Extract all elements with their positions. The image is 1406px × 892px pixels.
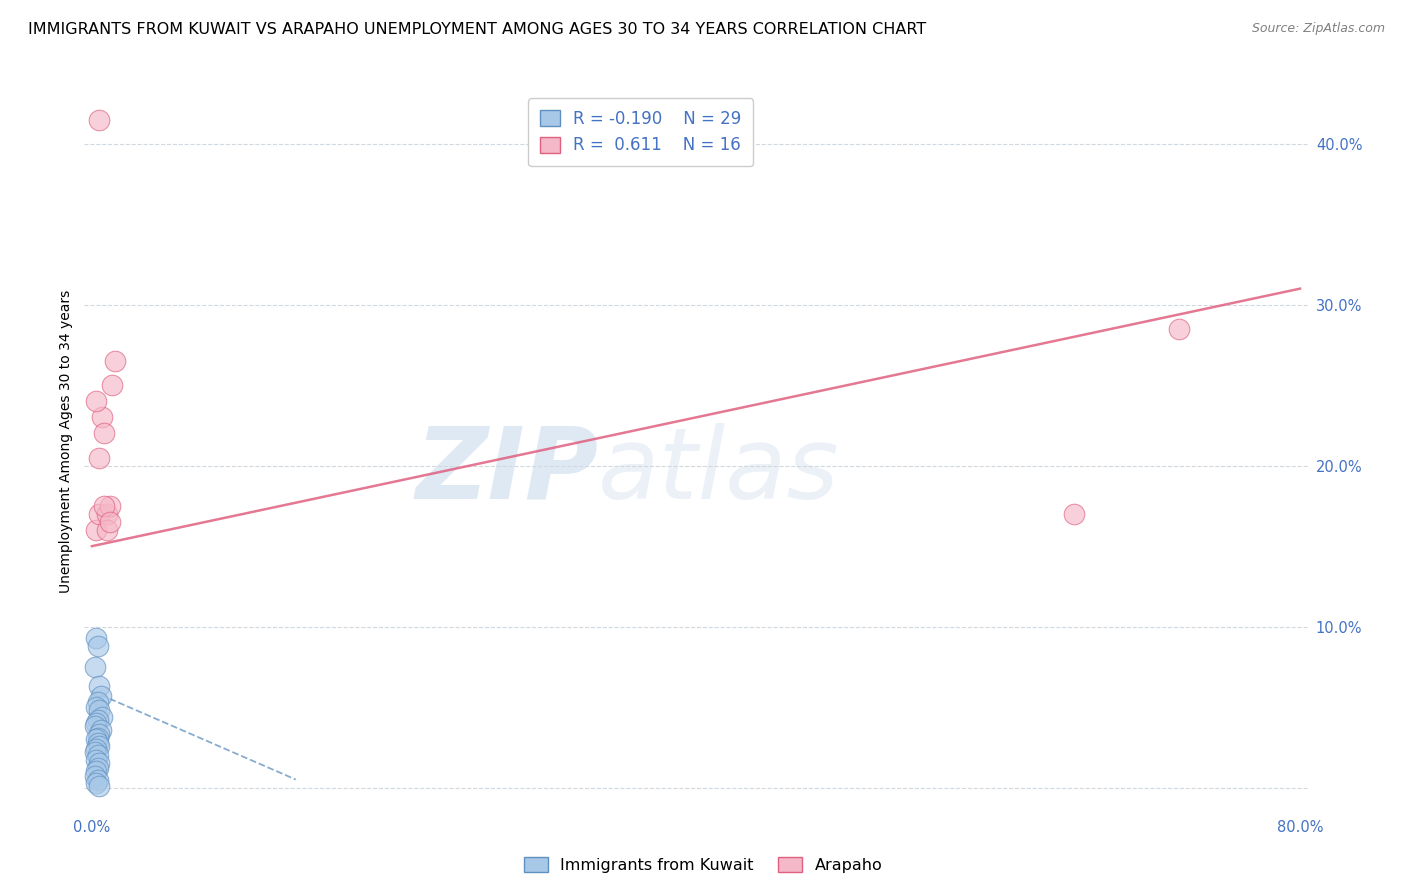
Point: [1168, 322, 1191, 336]
Point: [87, 731, 110, 745]
Point: [89, 703, 111, 717]
Text: atlas: atlas: [598, 423, 839, 520]
Point: [89, 450, 111, 465]
Point: [87, 713, 110, 727]
Point: [98, 499, 121, 513]
Point: [91, 710, 114, 724]
Point: [84, 719, 107, 733]
Point: [86, 700, 108, 714]
Point: [89, 756, 111, 771]
Point: [87, 735, 110, 749]
Point: [86, 753, 108, 767]
Point: [84, 769, 107, 783]
Point: [90, 689, 112, 703]
Point: [89, 779, 111, 793]
Point: [89, 112, 111, 127]
Point: [89, 739, 111, 753]
Point: [87, 772, 110, 787]
Point: [84, 745, 107, 759]
Text: Source: ZipAtlas.com: Source: ZipAtlas.com: [1251, 22, 1385, 36]
Point: [89, 727, 111, 741]
Point: [86, 732, 108, 747]
Point: [87, 695, 110, 709]
Point: [96, 507, 118, 521]
Point: [87, 761, 110, 775]
Point: [86, 764, 108, 779]
Point: [93, 426, 115, 441]
Text: ZIP: ZIP: [415, 423, 598, 520]
Point: [100, 378, 122, 392]
Point: [93, 499, 115, 513]
Text: IMMIGRANTS FROM KUWAIT VS ARAPAHO UNEMPLOYMENT AMONG AGES 30 TO 34 YEARS CORRELA: IMMIGRANTS FROM KUWAIT VS ARAPAHO UNEMPL…: [28, 22, 927, 37]
Legend: Immigrants from Kuwait, Arapaho: Immigrants from Kuwait, Arapaho: [517, 851, 889, 880]
Point: [86, 394, 108, 409]
Point: [91, 410, 114, 425]
Point: [87, 639, 110, 653]
Point: [86, 742, 108, 756]
Point: [84, 660, 107, 674]
Point: [98, 515, 121, 529]
Legend: R = -0.190    N = 29, R =  0.611    N = 16: R = -0.190 N = 29, R = 0.611 N = 16: [529, 98, 754, 166]
Point: [89, 507, 111, 521]
Point: [103, 354, 125, 368]
Point: [86, 631, 108, 645]
Point: [86, 776, 108, 790]
Y-axis label: Unemployment Among Ages 30 to 34 years: Unemployment Among Ages 30 to 34 years: [59, 290, 73, 593]
Point: [96, 523, 118, 537]
Point: [86, 523, 108, 537]
Point: [86, 716, 108, 731]
Point: [90, 723, 112, 737]
Point: [87, 748, 110, 763]
Point: [89, 679, 111, 693]
Point: [1063, 507, 1085, 521]
